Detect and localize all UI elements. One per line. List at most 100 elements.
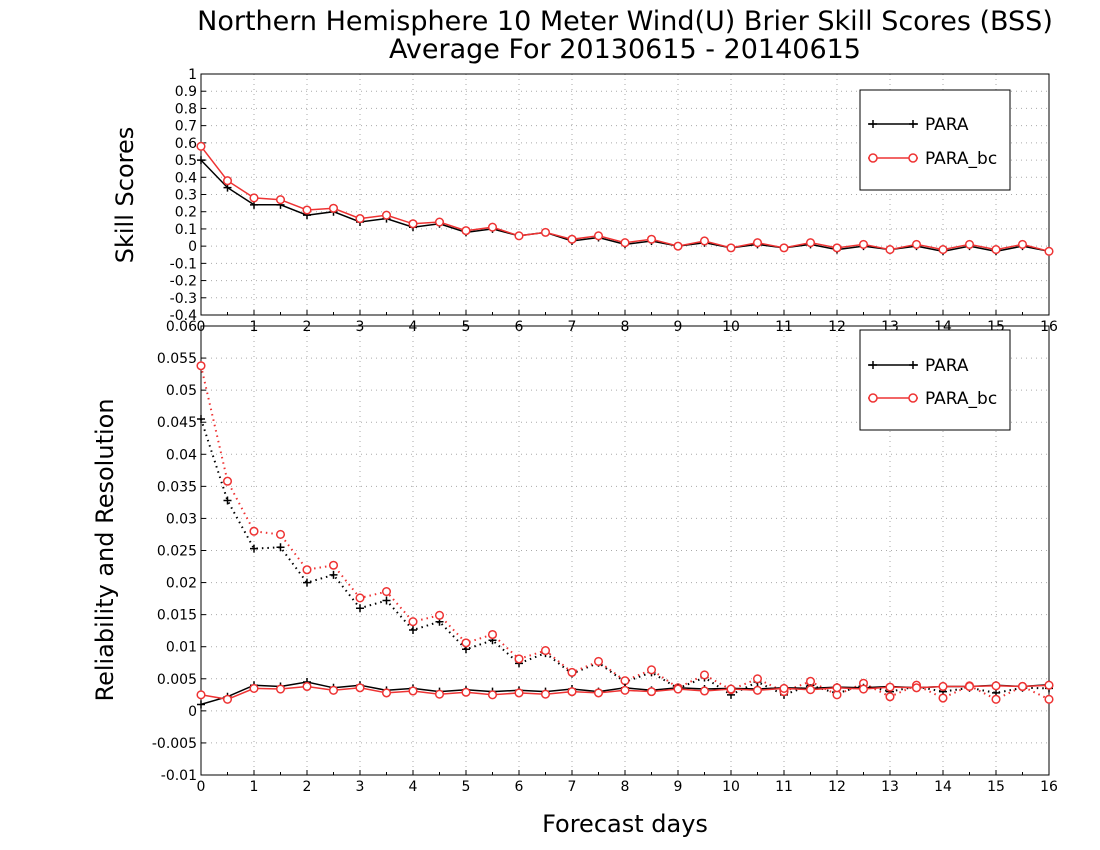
reliability-ticks: 0 1 2 3 4 5 6 7 8 9 10 11 12 13 14 15 160.060.0550.050.0… bbox=[152, 319, 1058, 795]
y-tick-label: 0.9 bbox=[175, 84, 197, 100]
data-point-para-bc bbox=[832, 683, 842, 693]
data-point-para bbox=[303, 578, 311, 587]
data-point-para-bc bbox=[964, 239, 975, 249]
data-point-para bbox=[409, 626, 417, 635]
data-point-para bbox=[197, 415, 205, 424]
data-point-para-bc bbox=[196, 141, 206, 151]
data-point-para-bc bbox=[752, 674, 763, 684]
data-point-para-bc bbox=[805, 238, 816, 248]
data-point-para-bc bbox=[434, 217, 445, 227]
data-point-para-bc bbox=[991, 681, 1001, 691]
data-point-para bbox=[276, 543, 285, 552]
data-point-para bbox=[382, 596, 391, 605]
legend-marker-para-bc bbox=[908, 393, 918, 403]
y-tick-label: 0.04 bbox=[166, 447, 197, 463]
data-point-para-bc bbox=[275, 195, 286, 205]
x-tick-label: 11 bbox=[775, 779, 793, 795]
data-point-para-bc bbox=[699, 670, 710, 680]
y-tick-label: 0.025 bbox=[157, 544, 197, 560]
y-tick-label: 0.4 bbox=[175, 170, 197, 186]
data-point-para-bc bbox=[567, 687, 577, 697]
x-tick-label: 14 bbox=[934, 779, 952, 795]
data-point-para-bc bbox=[381, 210, 392, 220]
x-tick-label: 1 bbox=[250, 779, 259, 795]
legend-label-para-bc: PARA_bc bbox=[925, 389, 997, 409]
data-point-para-bc bbox=[434, 610, 445, 620]
data-point-para bbox=[197, 700, 205, 709]
xlabel-forecast-days: Forecast days bbox=[542, 810, 708, 838]
y-tick-label: 0.2 bbox=[175, 205, 197, 221]
x-tick-label: 8 bbox=[621, 779, 630, 795]
data-point-para-bc bbox=[249, 683, 259, 693]
chart-title-line2: Average For 20130615 - 20140615 bbox=[389, 34, 861, 65]
legend-marker-para-bc bbox=[908, 153, 918, 163]
y-tick-label: 0.03 bbox=[166, 511, 197, 527]
data-point-para-bc bbox=[964, 681, 975, 692]
y-tick-label: 0.055 bbox=[157, 351, 197, 367]
legend-marker-para bbox=[869, 361, 917, 369]
data-point-para-bc bbox=[646, 687, 657, 697]
data-point-para-bc bbox=[487, 690, 498, 700]
data-point-para-bc bbox=[885, 245, 895, 255]
y-tick-label: 0.06 bbox=[166, 319, 197, 335]
y-tick-label: 0.7 bbox=[175, 119, 197, 135]
skill-score-panel: 0 1 2 3 4 5 6 7 8 9 10 11 12 13 14 15 1610.90.80.70.60.5… bbox=[111, 67, 1058, 335]
data-point-para-bc bbox=[938, 681, 948, 692]
data-point-para-bc bbox=[434, 689, 445, 699]
y-tick-label: 0.05 bbox=[166, 383, 197, 399]
legend-marker-para-bc bbox=[868, 153, 878, 163]
data-point-para-bc bbox=[593, 688, 604, 698]
y-tick-label: 0.035 bbox=[157, 479, 197, 495]
y-tick-label: 0.01 bbox=[166, 640, 197, 656]
y-tick-label: 0.5 bbox=[175, 153, 197, 169]
legend-label-para-bc: PARA_bc bbox=[925, 149, 997, 169]
data-point-para-bc bbox=[646, 665, 657, 675]
data-point-para-bc bbox=[699, 686, 710, 696]
reliability-legend: PARA PARA_bc bbox=[859, 329, 1011, 431]
data-point-para-bc bbox=[355, 593, 365, 603]
data-point-para-bc bbox=[885, 692, 895, 702]
y-tick-label: 0.005 bbox=[157, 672, 197, 688]
data-point-para-bc bbox=[911, 239, 922, 249]
data-point-para-bc bbox=[461, 638, 471, 648]
data-point-para-bc bbox=[779, 243, 789, 253]
data-point-para-bc bbox=[328, 560, 339, 570]
y-tick-label: 0.8 bbox=[175, 101, 197, 117]
legend-label-para: PARA bbox=[925, 356, 969, 376]
data-point-para-bc bbox=[832, 243, 842, 253]
y-tick-label: -0.4 bbox=[170, 308, 197, 324]
data-point-para-bc bbox=[938, 245, 948, 255]
x-tick-label: 10 bbox=[722, 779, 740, 795]
y-tick-label: -0.2 bbox=[170, 274, 197, 290]
data-point-para-bc bbox=[858, 684, 869, 694]
data-point-para-bc bbox=[726, 684, 736, 694]
data-point-para-bc bbox=[991, 694, 1001, 704]
y-tick-label: 0.3 bbox=[175, 188, 197, 204]
skill-score-grid bbox=[201, 74, 1049, 315]
data-point-para-bc bbox=[487, 629, 498, 640]
skill-score-legend: PARA PARA_bc bbox=[859, 89, 1011, 191]
data-point-para-bc bbox=[620, 238, 630, 248]
x-tick-label: 15 bbox=[987, 779, 1005, 795]
data-point-para-bc bbox=[567, 234, 577, 244]
data-point-para-bc bbox=[1017, 239, 1028, 249]
data-point-para-bc bbox=[249, 193, 259, 203]
data-point-para-bc bbox=[620, 676, 630, 686]
data-point-para-bc bbox=[540, 689, 551, 699]
data-point-para-bc bbox=[408, 617, 418, 627]
data-point-para-bc bbox=[302, 205, 312, 215]
data-point-para-bc bbox=[222, 476, 233, 486]
data-point-para-bc bbox=[752, 685, 763, 695]
reliability-ylabel: Reliability and Resolution bbox=[91, 398, 119, 701]
data-point-para-bc bbox=[514, 231, 524, 241]
series-line-para-bc bbox=[200, 365, 1050, 701]
data-point-para-bc bbox=[275, 684, 286, 694]
skill-score-ylabel: Skill Scores bbox=[111, 127, 139, 264]
x-tick-label: 0 bbox=[197, 779, 206, 795]
legend-label-para: PARA bbox=[925, 115, 969, 135]
data-point-para-bc bbox=[249, 526, 259, 536]
x-tick-label: 4 bbox=[409, 779, 418, 795]
data-point-para-bc bbox=[328, 203, 339, 213]
skill-score-series bbox=[196, 141, 1054, 256]
